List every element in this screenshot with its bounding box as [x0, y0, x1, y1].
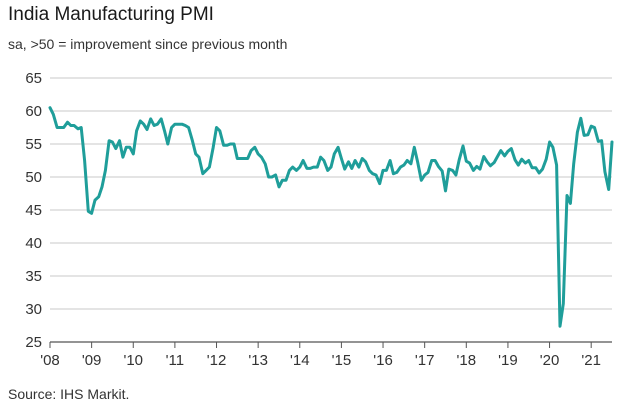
y-tick-label: 35 [25, 268, 42, 285]
x-tick-label: '13 [248, 352, 268, 369]
x-tick-label: '20 [540, 352, 560, 369]
x-tick-label: '09 [82, 352, 102, 369]
x-tick-label: '14 [290, 352, 310, 369]
x-tick-label: '11 [166, 352, 184, 369]
y-tick-label: 60 [25, 103, 42, 120]
x-tick-labels: '08 '09 '10 '11 '12 '13 '14 '15 '16 '17 '18 '19 '20 '… [40, 342, 601, 369]
y-tick-label: 65 [25, 70, 42, 87]
series-layer [48, 106, 614, 328]
x-tick-label: '17 [415, 352, 435, 369]
y-tick-label: 55 [25, 136, 42, 153]
x-tick-label: '12 [207, 352, 227, 369]
x-tick-label: '10 [123, 352, 143, 369]
source-note: Source: IHS Markit. [8, 386, 130, 402]
chart-subtitle: sa, >50 = improvement since previous mon… [8, 36, 288, 52]
y-tick-label: 50 [25, 169, 42, 186]
y-gridlines [50, 77, 612, 310]
y-tick-label: 30 [25, 301, 42, 318]
x-tick-label: '08 [40, 352, 60, 369]
y-tick-label: 45 [25, 202, 42, 219]
y-tick-label: 40 [25, 235, 42, 252]
y-tick-labels: 25 30 35 40 45 50 55 60 65 [25, 70, 42, 351]
x-tick-label: '16 [373, 352, 393, 369]
pmi-series-line [48, 106, 614, 328]
chart-title: India Manufacturing PMI [8, 4, 214, 25]
y-tick-label: 25 [25, 334, 42, 351]
x-tick-label: '19 [498, 352, 518, 369]
x-tick-label: '18 [457, 352, 477, 369]
x-tick-label: '21 [581, 352, 601, 369]
x-tick-label: '15 [332, 352, 352, 369]
